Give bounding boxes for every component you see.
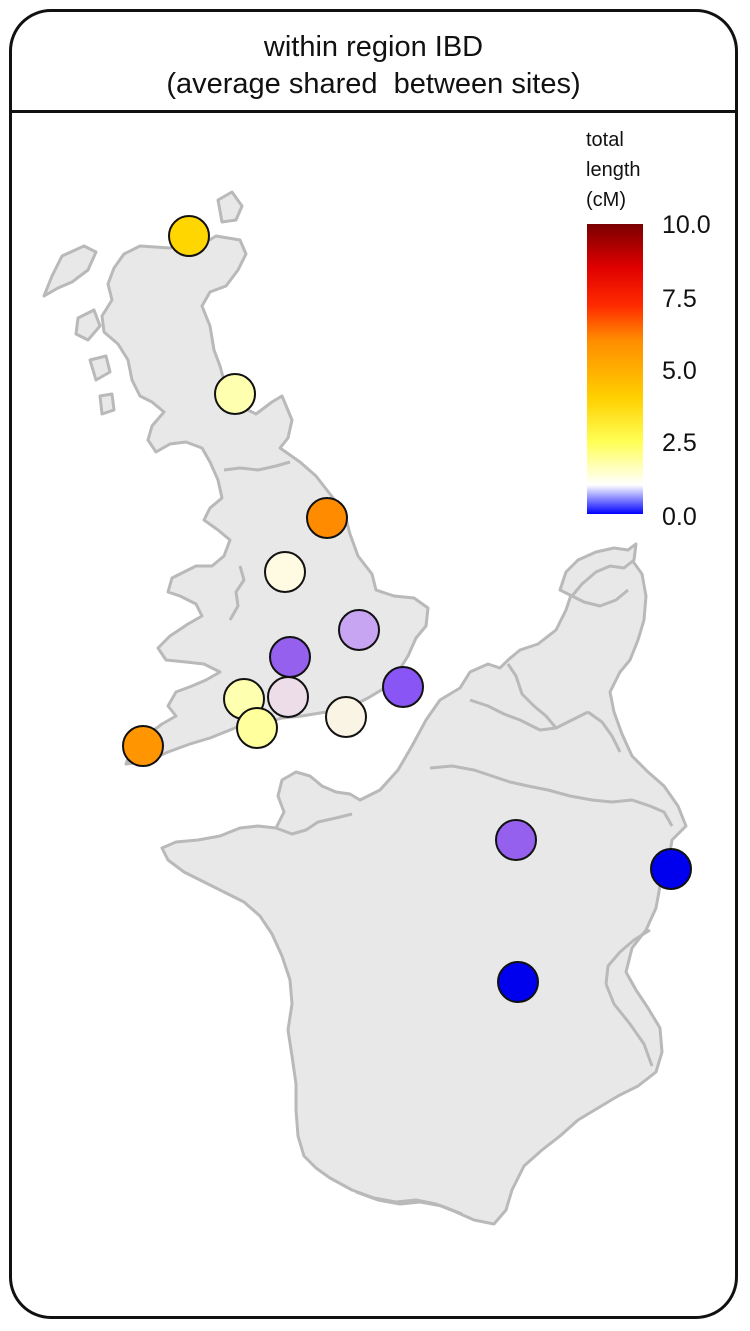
islay-island [98,392,116,416]
site-marker-cornwall [122,725,164,767]
site-marker-north-scotland [168,215,210,257]
wales-england-border [228,565,246,621]
color-legend: total length (cM) 10.0 7.5 5.0 2.5 0.0 [586,129,711,531]
legend-tick-labels: 10.0 7.5 5.0 2.5 0.0 [662,211,711,531]
legend-tick-1: 7.5 [662,285,697,313]
site-markers [122,215,692,1003]
site-marker-hampshire [325,696,367,738]
france-italy-border [604,983,654,1067]
legend-title-line-2: length [586,159,641,181]
site-marker-alsace [650,848,692,890]
hebrides-islands [42,244,98,298]
site-marker-northeast-england [306,497,348,539]
site-marker-north-midlands [264,551,306,593]
panel-header: within region IBD (average shared betwee… [12,12,735,113]
legend-color-bar [587,224,643,514]
skye-island [74,308,102,342]
legend-title-line-3: (cM) [586,189,626,211]
site-marker-devon [236,707,278,749]
site-marker-south-france [497,961,539,1003]
legend-tick-3: 2.5 [662,429,697,457]
site-marker-south-scotland [214,373,256,415]
luxembourg-border [587,710,622,753]
denmark-border [571,588,629,608]
normandy-coast [275,812,353,836]
legend-tick-4: 0.0 [662,503,697,531]
orkney-islands [216,190,244,224]
scotland-england-border [223,460,291,472]
france-swiss-border [604,928,651,985]
site-marker-northeast-france [495,819,537,861]
border-lines [223,460,674,1216]
site-marker-west-midlands [269,636,311,678]
denmark-peninsula [558,542,638,598]
site-marker-east-england [338,609,380,651]
belgium-border [469,698,589,732]
france-spain-border [355,1190,463,1216]
great-britain-landmass [100,234,430,766]
site-marker-kent [382,666,424,708]
panel-subtitle: (average shared between sites) [166,68,581,100]
mull-island [88,354,112,382]
france-germany-border [429,764,674,827]
site-marker-wessex [267,676,309,718]
netherlands-germany-border [506,663,558,729]
legend-title-line-1: total [586,129,624,151]
legend-tick-0: 10.0 [662,211,711,239]
panel-title: within region IBD [263,31,484,63]
legend-tick-2: 5.0 [662,357,697,385]
